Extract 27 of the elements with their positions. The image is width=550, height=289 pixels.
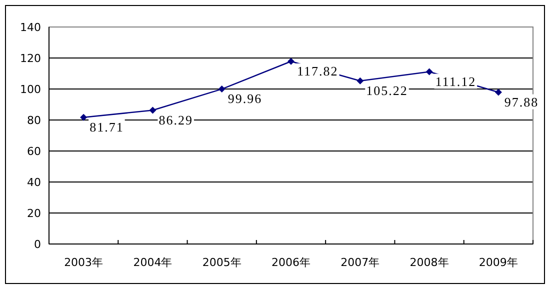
y-tick-label: 0 — [34, 238, 41, 251]
x-tick-label: 2005年 — [202, 256, 242, 269]
y-tick-label: 20 — [27, 207, 41, 220]
y-tick-label: 80 — [27, 114, 41, 127]
point — [426, 68, 433, 76]
y-tick-label: 100 — [20, 83, 41, 96]
x-tick-label: 2003年 — [64, 256, 104, 269]
point — [149, 106, 156, 114]
label: 117.82 — [296, 63, 340, 78]
x-tick-label: 2009年 — [478, 256, 518, 269]
x-tick-label: 2008年 — [410, 256, 449, 269]
label: 111.12 — [434, 74, 478, 89]
y-tick-label: 40 — [27, 176, 41, 189]
label: 81.71 — [88, 119, 125, 134]
label: 97.88 — [503, 94, 540, 110]
y-tick-label: 60 — [27, 145, 41, 158]
label: 99.96 — [226, 91, 264, 106]
x-tick-label: 2007年 — [340, 256, 380, 269]
point — [218, 86, 226, 93]
point — [288, 58, 294, 65]
y-tick-label: 120 — [20, 52, 41, 65]
x-tick-label: 2004年 — [133, 256, 172, 269]
point — [356, 77, 364, 84]
y-tick-label: 140 — [20, 21, 41, 34]
point — [494, 88, 502, 96]
x-tick-label: 2006年 — [272, 256, 310, 269]
point — [80, 114, 88, 121]
